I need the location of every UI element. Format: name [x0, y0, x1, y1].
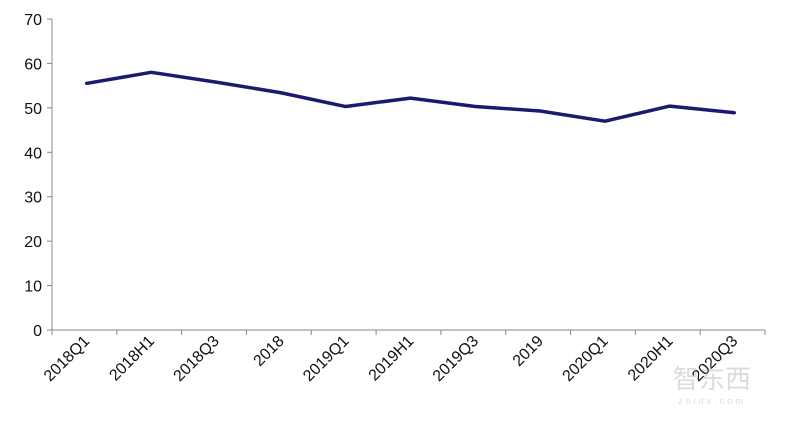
- watermark-url: zhidx.com: [678, 396, 746, 406]
- watermark: 智东西 zhidx.com: [673, 364, 751, 406]
- data-point: [409, 96, 412, 100]
- data-point: [84, 81, 88, 85]
- data-point: [344, 105, 348, 109]
- x-tick-label: 2018Q3: [171, 333, 223, 385]
- x-tick-label: 2018: [251, 333, 288, 370]
- y-tick-label: 50: [24, 101, 42, 118]
- x-tick-label: 2019Q3: [430, 333, 482, 385]
- y-tick-label: 10: [24, 279, 42, 296]
- data-point: [214, 80, 218, 84]
- data-point: [538, 109, 542, 113]
- y-tick-label: 40: [24, 145, 42, 162]
- y-tick-label: 20: [24, 234, 42, 251]
- data-point: [668, 104, 672, 108]
- data-point: [473, 105, 477, 109]
- series: [84, 70, 737, 123]
- x-tick-label: 2019Q1: [300, 333, 352, 385]
- y-tick-label: 0: [33, 323, 42, 340]
- y-tick-label: 30: [24, 190, 42, 207]
- y-tick-label: 70: [24, 12, 42, 29]
- data-point: [149, 70, 153, 74]
- watermark-logo: 智东西: [673, 364, 751, 394]
- data-point: [603, 119, 607, 123]
- x-tick-label: 2020H1: [625, 333, 677, 385]
- x-tick-label: 2018Q1: [41, 333, 93, 385]
- x-tick-label: 2020Q1: [560, 333, 612, 385]
- data-point: [279, 91, 283, 95]
- x-tick-label: 2019H1: [366, 333, 418, 385]
- x-tick-label: 2018H1: [106, 333, 158, 385]
- data-point: [733, 111, 737, 115]
- y-tick-label: 60: [24, 56, 42, 73]
- axes: 0 10 20 30 40 50 60 70 2018Q1 2018H1 2018Q3 2018 201…: [24, 12, 766, 385]
- x-tick-label: 2019: [510, 333, 547, 370]
